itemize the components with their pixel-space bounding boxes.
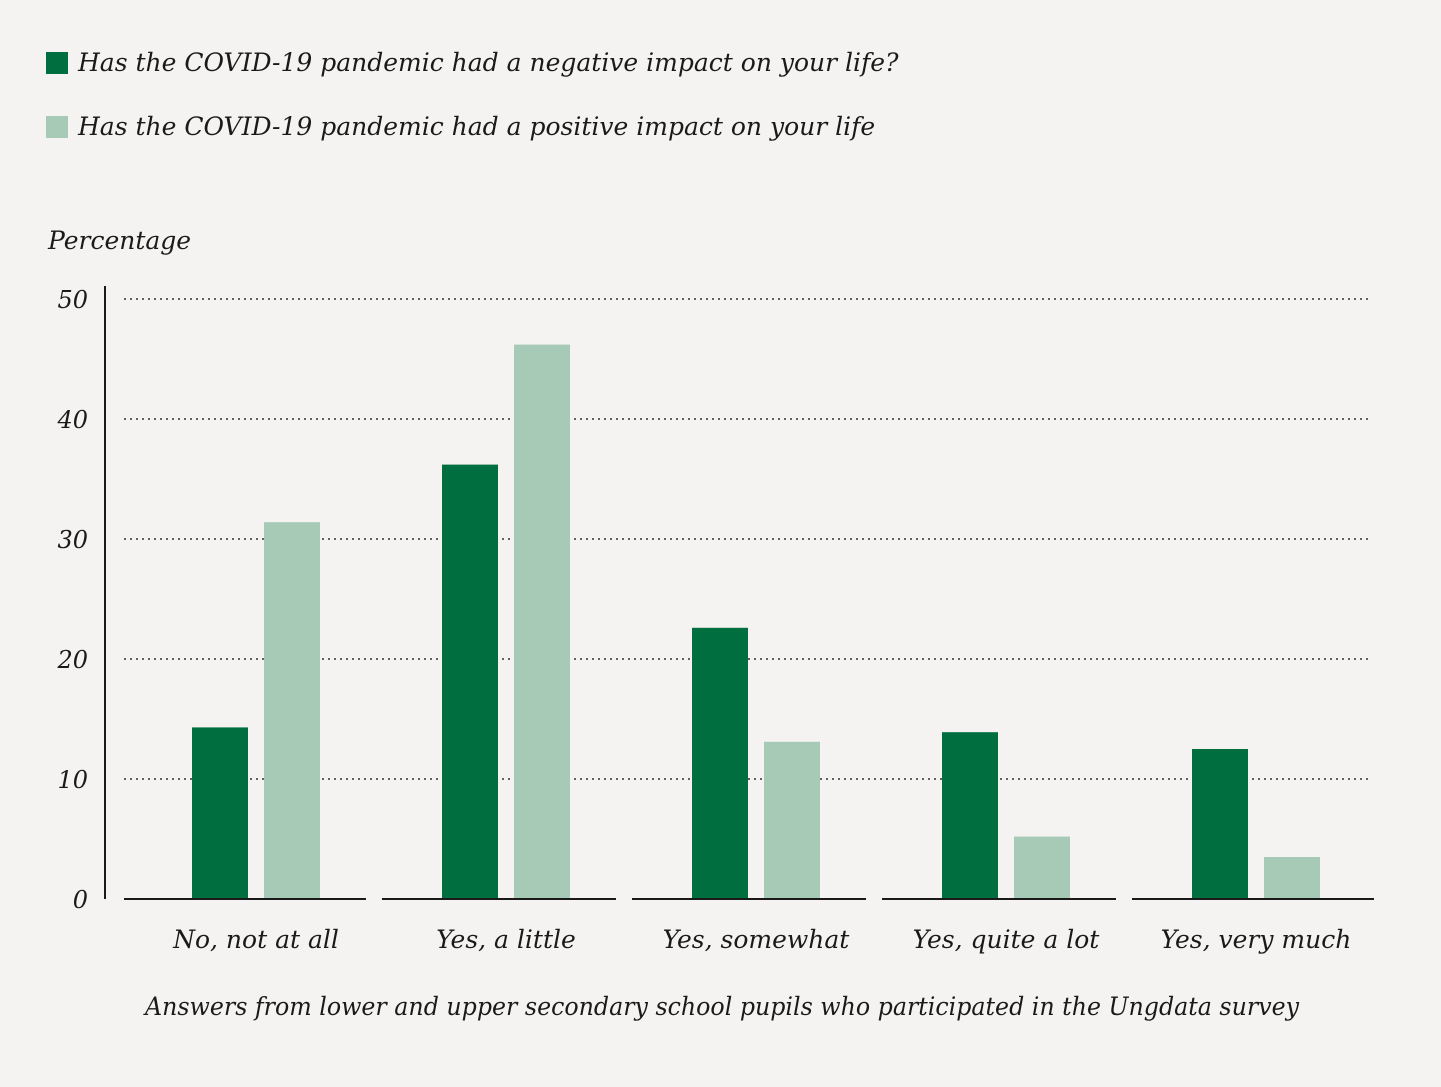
gridlines	[124, 298, 1370, 780]
x-tick-label: Yes, quite a lot	[913, 925, 1101, 954]
legend-item-negative: Has the COVID-19 pandemic had a negative…	[46, 48, 899, 77]
bars	[192, 344, 1320, 900]
bar-positive-1	[514, 344, 570, 900]
x-tick-label: No, not at all	[172, 925, 339, 954]
y-axis-title: Percentage	[47, 226, 191, 255]
legend-label-positive: Has the COVID-19 pandemic had a positive…	[78, 112, 876, 141]
y-tick-label: 10	[57, 766, 88, 794]
labels: 0 10 20 30 40 50 No, not at all Yes, a little Ye…	[47, 226, 1351, 1021]
bar-negative-3	[942, 732, 998, 899]
y-tick-label: 20	[56, 646, 88, 674]
x-tick-label: Yes, a little	[436, 925, 576, 954]
y-tick-label: 0	[73, 886, 88, 914]
bar-positive-0	[264, 522, 320, 899]
bar-negative-4	[1192, 749, 1248, 899]
bar-positive-2	[764, 741, 820, 899]
x-axis-title: Answers from lower and upper secondary s…	[143, 992, 1300, 1021]
y-tick-label: 50	[57, 286, 88, 314]
legend-label-negative: Has the COVID-19 pandemic had a negative…	[78, 48, 899, 77]
bar-positive-4	[1264, 857, 1320, 899]
legend-swatch-positive	[46, 115, 68, 138]
y-tick-label: 30	[57, 526, 88, 554]
bar-positive-3	[1014, 836, 1070, 899]
x-tick-label: Yes, very much	[1161, 925, 1352, 954]
axes	[104, 286, 1374, 900]
legend-swatch-negative	[46, 51, 68, 74]
y-tick-label: 40	[56, 406, 88, 434]
bar-negative-0	[192, 727, 248, 899]
bar-negative-1	[442, 464, 498, 899]
x-tick-label: Yes, somewhat	[663, 925, 851, 954]
legend-item-positive: Has the COVID-19 pandemic had a positive…	[46, 112, 875, 141]
bar-negative-2	[692, 627, 748, 899]
